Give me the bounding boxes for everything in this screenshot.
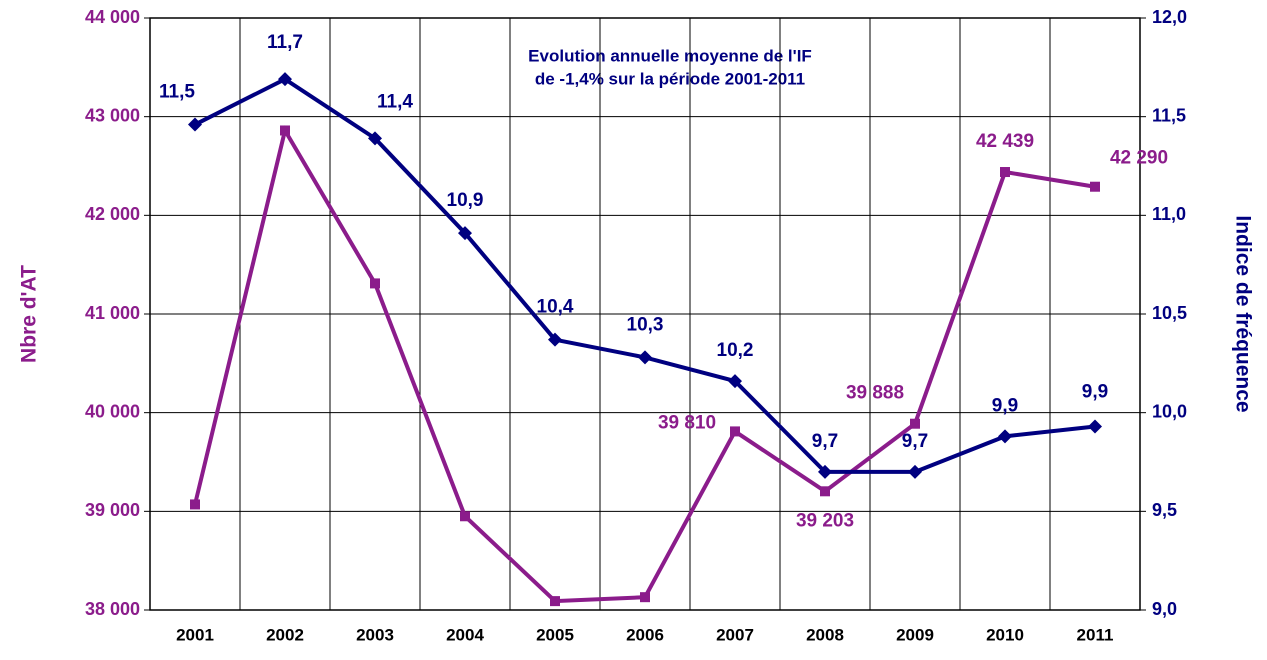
marker <box>460 511 470 522</box>
annotation: Evolution annuelle moyenne de l'IF <box>528 46 812 65</box>
marker <box>550 596 560 607</box>
marker <box>820 486 830 497</box>
x-tick-label: 2001 <box>176 625 214 644</box>
data-label: 9,9 <box>992 395 1018 416</box>
y2-tick-label: 10,0 <box>1152 401 1187 421</box>
marker <box>370 278 380 289</box>
marker <box>638 350 652 365</box>
marker <box>728 374 742 389</box>
x-tick-label: 2002 <box>266 625 304 644</box>
marker <box>1088 419 1102 434</box>
x-tick-label: 2010 <box>986 625 1024 644</box>
data-label: 11,7 <box>267 32 303 53</box>
x-tick-label: 2006 <box>626 625 664 644</box>
y-tick-label: 40 000 <box>85 401 140 421</box>
data-label: 9,9 <box>1082 381 1108 402</box>
marker <box>1000 167 1010 178</box>
marker <box>910 418 920 429</box>
y-tick-label: 39 000 <box>85 500 140 520</box>
data-label: 11,5 <box>159 82 195 103</box>
marker <box>908 464 922 479</box>
x-tick-label: 2004 <box>446 625 484 644</box>
data-label: 10,3 <box>627 314 664 335</box>
data-label: 42 439 <box>976 131 1034 152</box>
x-tick-label: 2005 <box>536 625 574 644</box>
annotation: de -1,4% sur la période 2001-2011 <box>535 69 805 88</box>
x-tick-label: 2003 <box>356 625 394 644</box>
marker <box>280 125 290 136</box>
x-tick-label: 2007 <box>716 625 754 644</box>
data-label: 9,7 <box>902 431 928 452</box>
marker <box>458 226 472 241</box>
marker <box>188 117 202 132</box>
y-tick-label: 38 000 <box>85 599 140 619</box>
y2-tick-label: 12,0 <box>1152 7 1187 27</box>
marker <box>730 426 740 437</box>
y2-tick-label: 10,5 <box>1152 303 1187 323</box>
marker <box>818 464 832 479</box>
data-label: 10,2 <box>717 340 754 361</box>
y-tick-label: 43 000 <box>85 105 140 125</box>
x-tick-label: 2008 <box>806 625 844 644</box>
marker <box>1090 181 1100 192</box>
y2-tick-label: 11,0 <box>1152 204 1186 224</box>
y2-axis-label: Indice de fréquence <box>1231 215 1254 412</box>
data-label: 39 888 <box>846 383 904 404</box>
y2-tick-label: 9,5 <box>1152 500 1177 520</box>
data-label: 9,7 <box>812 431 838 452</box>
marker <box>640 592 650 603</box>
data-label: 10,4 <box>537 297 574 318</box>
x-tick-label: 2011 <box>1077 625 1114 644</box>
marker <box>548 332 562 347</box>
data-label: 39 203 <box>796 510 854 531</box>
data-label: 39 810 <box>658 412 716 433</box>
marker <box>278 72 292 87</box>
marker <box>998 429 1012 444</box>
y2-tick-label: 9,0 <box>1152 599 1177 619</box>
y-tick-label: 44 000 <box>85 7 140 27</box>
x-tick-label: 2009 <box>896 625 934 644</box>
y-tick-label: 42 000 <box>85 204 140 224</box>
marker <box>190 499 200 510</box>
y2-tick-label: 11,5 <box>1152 105 1186 125</box>
y-axis-label: Nbre d'AT <box>18 265 41 363</box>
data-label: 42 290 <box>1110 148 1168 169</box>
data-label: 10,9 <box>447 190 484 211</box>
y-tick-label: 41 000 <box>85 303 140 323</box>
marker <box>368 131 382 146</box>
data-label: 11,4 <box>377 91 413 112</box>
